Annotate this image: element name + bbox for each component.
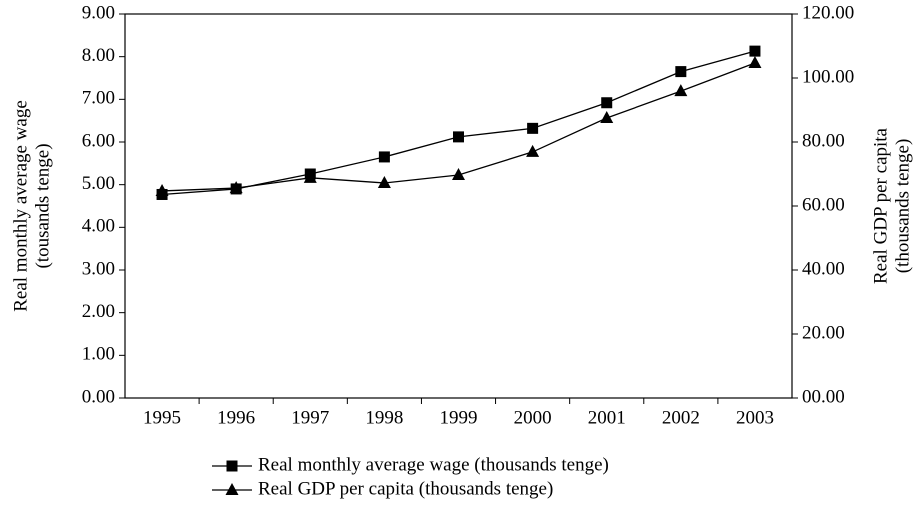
y-tick-label: 3.00 [82, 258, 115, 279]
marker [526, 144, 540, 157]
y2-tick-label: 00.00 [802, 386, 845, 407]
legend-label: Real GDP per capita (thousands tenge) [258, 478, 553, 499]
marker [748, 55, 762, 68]
marker [225, 483, 239, 495]
marker [601, 97, 613, 109]
y-axis-label: (tousands tenge) [32, 143, 53, 268]
y2-axis-label: Real GDP per capita [870, 127, 891, 284]
y2-tick-label: 100.00 [802, 66, 854, 87]
y-axis-label: Real monthly average wage [10, 100, 31, 312]
marker [303, 170, 317, 183]
marker [674, 84, 688, 97]
y2-tick-label: 80.00 [802, 130, 845, 151]
marker [453, 131, 464, 143]
y-tick-label: 2.00 [82, 301, 115, 322]
legend-label: Real monthly average wage (thousands ten… [258, 454, 609, 475]
marker [527, 122, 539, 134]
y-tick-label: 8.00 [82, 45, 115, 66]
x-tick-label: 1999 [440, 407, 478, 428]
x-tick-label: 1996 [217, 407, 255, 428]
y2-tick-label: 40.00 [802, 258, 845, 279]
marker [600, 111, 614, 123]
y-tick-label: 0.00 [82, 386, 115, 407]
marker [155, 183, 169, 196]
y2-tick-label: 20.00 [802, 322, 845, 343]
x-tick-label: 1998 [365, 407, 403, 428]
x-tick-label: 2001 [588, 407, 626, 428]
x-tick-label: 2002 [662, 407, 700, 428]
y-tick-label: 7.00 [82, 88, 115, 109]
y-tick-label: 1.00 [82, 344, 115, 365]
y2-tick-label: 120.00 [802, 2, 854, 23]
marker [675, 66, 687, 78]
y-tick-label: 5.00 [82, 173, 115, 194]
y-tick-label: 9.00 [82, 2, 115, 23]
marker [226, 460, 238, 472]
y2-tick-label: 60.00 [802, 194, 845, 215]
x-tick-label: 2003 [736, 407, 774, 428]
x-tick-label: 1997 [291, 407, 329, 428]
plot-frame [124, 13, 793, 399]
y-tick-label: 6.00 [82, 130, 115, 151]
marker [749, 45, 761, 57]
x-tick-label: 1995 [143, 407, 181, 428]
marker [452, 167, 465, 180]
y-tick-label: 4.00 [82, 216, 115, 237]
marker [378, 151, 390, 163]
y2-axis-label: (thousands tenge) [892, 139, 913, 274]
marker [229, 181, 243, 194]
x-tick-label: 2000 [514, 407, 552, 428]
marker [377, 175, 391, 188]
